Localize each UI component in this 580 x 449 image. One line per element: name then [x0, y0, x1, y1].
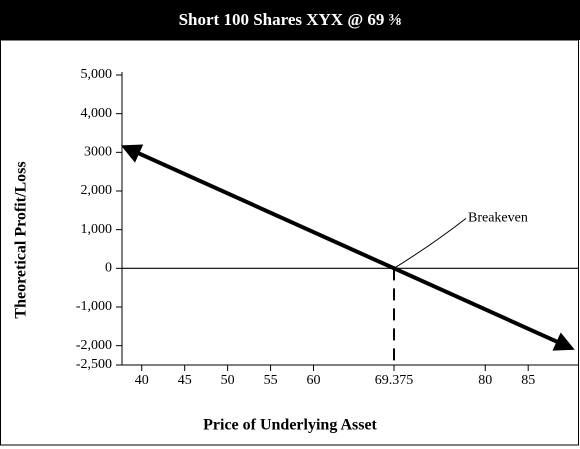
- x-tick-label: 60: [307, 373, 321, 388]
- header-bar: [0, 0, 580, 40]
- x-tick-label: 69.375: [375, 373, 414, 388]
- annotation-leader: [393, 217, 467, 269]
- y-tick-label: 2,000: [81, 183, 113, 198]
- x-tick-label: 45: [178, 373, 192, 388]
- x-tick-label: 80: [478, 373, 492, 388]
- frame: [0, 39, 579, 446]
- annotation: Breakeven: [468, 211, 528, 226]
- y-axis-label: Theoretical Profit/Loss: [13, 161, 30, 318]
- y-tick-label: -2,000: [76, 338, 112, 353]
- y-tick-label: 4,000: [81, 106, 113, 121]
- y-tick-label: 5,000: [81, 67, 113, 82]
- y-tick-label: 3000: [84, 145, 112, 160]
- y-tick-label: 0: [105, 261, 112, 276]
- chart-title: Short 100 Shares XYX @ 69 ⅜: [179, 10, 402, 29]
- y-tick-label: -2,500: [76, 357, 112, 372]
- x-tick-label: 50: [221, 373, 235, 388]
- y-tick-label: -1,000: [76, 299, 112, 314]
- x-tick-label: 85: [521, 373, 535, 388]
- payoff-line: [120, 144, 575, 351]
- x-tick-label: 40: [135, 373, 149, 388]
- x-axis-label: Price of Underlying Asset: [203, 417, 377, 434]
- y-tick-label: 1,000: [81, 222, 113, 237]
- x-tick-label: 55: [264, 373, 278, 388]
